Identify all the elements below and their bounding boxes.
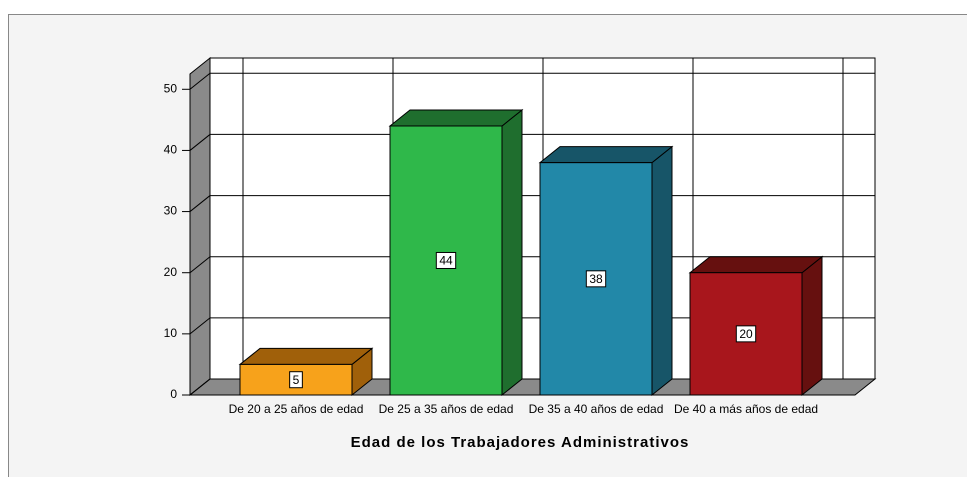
bar-top bbox=[388, 109, 524, 127]
value-label-box bbox=[289, 371, 303, 389]
grid-line bbox=[189, 256, 211, 274]
bar-top bbox=[688, 256, 824, 274]
bar-top bbox=[538, 146, 674, 164]
y-tick-label: 10 bbox=[164, 326, 178, 340]
value-label: 20 bbox=[739, 327, 753, 341]
value-label: 5 bbox=[293, 373, 300, 387]
grid-line bbox=[189, 378, 211, 396]
grid-line bbox=[189, 195, 211, 212]
bar-side bbox=[501, 108, 523, 397]
left-wall bbox=[189, 56, 211, 397]
x-axis-title: Edad de los Trabajadores Administrativos bbox=[350, 434, 690, 451]
y-tick-label: 50 bbox=[164, 81, 178, 95]
y-tick-label: 40 bbox=[164, 143, 178, 157]
grid-line bbox=[189, 134, 211, 151]
bar-top bbox=[238, 347, 374, 365]
value-label: 38 bbox=[589, 272, 603, 286]
x-tick-label: De 25 a 35 años de edad bbox=[378, 402, 514, 416]
bar-side bbox=[651, 145, 673, 397]
x-tick-label: De 40 a más años de edad bbox=[673, 402, 819, 416]
x-tick-label: De 35 a 40 años de edad bbox=[528, 402, 664, 416]
value-label-box bbox=[435, 251, 457, 269]
grid-line bbox=[189, 317, 211, 335]
bar-side bbox=[801, 255, 823, 397]
y-tick-label: 30 bbox=[164, 204, 178, 218]
grid-line bbox=[189, 72, 211, 90]
value-label-box bbox=[585, 270, 607, 288]
value-label-box bbox=[735, 325, 757, 343]
x-tick-label: De 20 a 25 años de edad bbox=[228, 402, 364, 416]
y-tick-label: 20 bbox=[164, 265, 178, 279]
value-label: 44 bbox=[439, 254, 453, 268]
y-tick-label: 0 bbox=[170, 387, 177, 401]
